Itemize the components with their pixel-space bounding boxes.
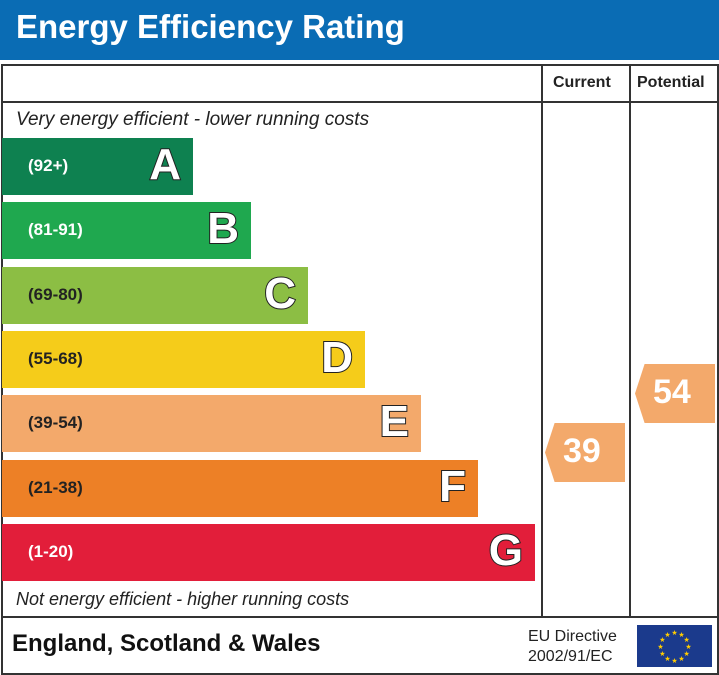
band-letter: A <box>148 139 182 190</box>
star-icon: ★ <box>664 655 670 663</box>
current-rating-arrow: 39 <box>545 423 625 482</box>
bottom-note: Not energy efficient - higher running co… <box>16 589 350 609</box>
band-f: (21-38) F <box>2 459 478 517</box>
band-letter: B <box>206 203 240 254</box>
band-letter: G <box>488 525 524 576</box>
potential-rating-arrow: 54 <box>635 364 715 423</box>
directive-line2: 2002/91/EC <box>528 648 613 665</box>
current-value: 39 <box>563 432 601 470</box>
star-icon: ★ <box>659 636 665 644</box>
band-range: (92+) <box>28 156 69 175</box>
band-d: (55-68) D <box>2 330 365 388</box>
title: Energy Efficiency Rating <box>16 8 405 45</box>
divider <box>1 616 717 618</box>
star-icon: ★ <box>659 650 665 658</box>
band-a: (92+) A <box>2 138 193 195</box>
star-icon: ★ <box>657 643 663 651</box>
band-range: (1-20) <box>28 541 74 561</box>
top-note: Very energy efficient - lower running co… <box>16 109 370 130</box>
band-c: (69-80) C <box>2 266 308 324</box>
star-icon: ★ <box>683 636 689 644</box>
column-potential: Potential <box>637 74 705 91</box>
divider <box>541 64 543 617</box>
band-range: (39-54) <box>28 413 83 433</box>
star-icon: ★ <box>664 631 670 639</box>
eu-directive: EU Directive 2002/91/EC <box>528 627 617 667</box>
band-range: (21-38) <box>28 477 83 497</box>
band-letter: D <box>320 332 354 383</box>
potential-value: 54 <box>653 373 691 411</box>
band-range: (81-91) <box>28 220 83 240</box>
directive-line1: EU Directive <box>528 628 617 645</box>
star-icon: ★ <box>671 629 677 637</box>
band-g: (1-20) G <box>2 523 535 581</box>
band-range: (69-80) <box>28 284 83 304</box>
band-b: (81-91) B <box>2 202 251 260</box>
column-current: Current <box>553 74 611 91</box>
star-icon: ★ <box>678 631 684 639</box>
eu-flag-icon: ★ ★ ★ ★ ★ ★ ★ ★ ★ ★ ★ ★ <box>637 625 712 667</box>
band-letter: C <box>263 268 297 319</box>
band-range: (55-68) <box>28 348 83 368</box>
band-letter: E <box>379 396 410 447</box>
divider <box>1 101 717 103</box>
star-icon: ★ <box>678 655 684 663</box>
star-icon: ★ <box>683 650 689 658</box>
divider <box>629 64 631 617</box>
star-icon: ★ <box>671 657 677 665</box>
band-letter: F <box>438 461 467 512</box>
band-e: (39-54) E <box>2 395 421 453</box>
region-label: England, Scotland & Wales <box>12 630 321 657</box>
header: Energy Efficiency Rating <box>0 0 719 60</box>
star-icon: ★ <box>685 643 691 651</box>
